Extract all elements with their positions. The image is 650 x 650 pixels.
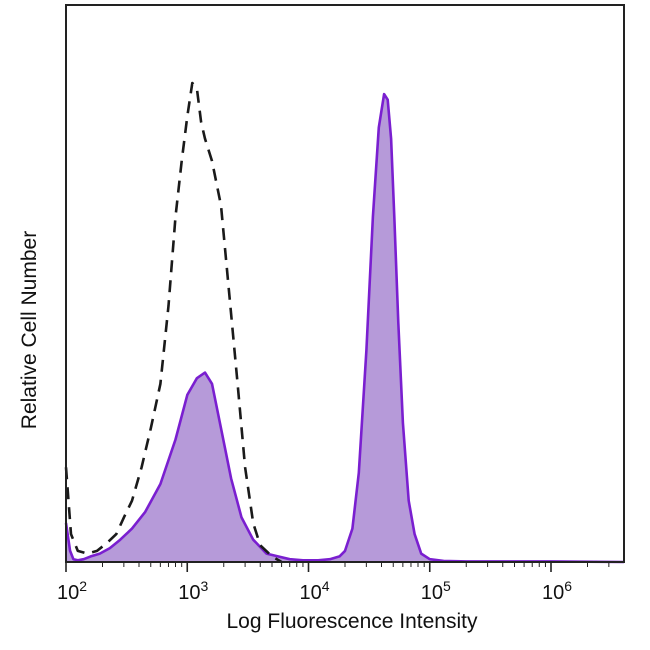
x-tick-label: 104 xyxy=(299,578,329,604)
stained-histogram-area xyxy=(66,94,624,562)
plot-frame xyxy=(65,4,625,563)
x-tick-label: 105 xyxy=(421,578,451,604)
x-tick-label: 102 xyxy=(57,578,87,604)
series-layer xyxy=(64,81,625,564)
stained-histogram-line xyxy=(64,92,625,564)
x-tick-label: 103 xyxy=(178,578,208,604)
control-histogram-dashed-line xyxy=(64,81,283,564)
x-tick-label: 106 xyxy=(542,578,572,604)
x-axis-title: Log Fluorescence Intensity xyxy=(227,610,478,633)
y-axis-title: Relative Cell Number xyxy=(18,231,41,429)
x-axis-ticks: 102 103 104 105 106 xyxy=(57,562,610,604)
